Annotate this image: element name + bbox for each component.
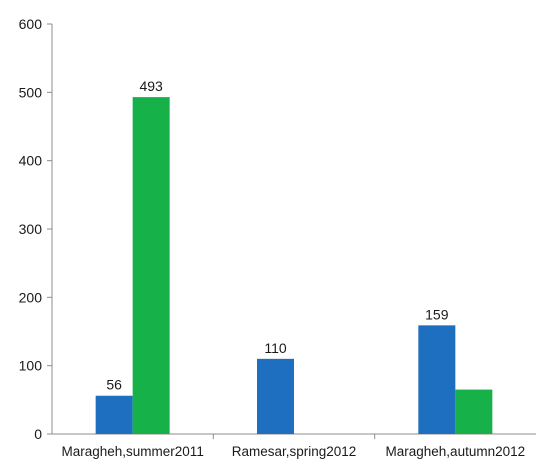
bar xyxy=(132,97,170,434)
x-category-label: Maragheh,autumn2012 xyxy=(386,444,526,459)
bars xyxy=(95,97,493,434)
y-tick-label: 100 xyxy=(19,358,43,374)
data-label: 56 xyxy=(106,377,122,393)
bar xyxy=(418,325,456,434)
data-label: 159 xyxy=(425,306,449,322)
y-tick-label: 300 xyxy=(19,221,43,237)
y-tick-label: 200 xyxy=(19,289,43,305)
y-tick-label: 400 xyxy=(19,153,43,169)
y-tick-label: 500 xyxy=(19,84,43,100)
bar xyxy=(257,358,294,434)
x-category-label: Ramesar,spring2012 xyxy=(232,444,357,459)
bar xyxy=(455,389,493,434)
bar xyxy=(95,395,133,434)
x-category-label: Maragheh,summer2011 xyxy=(62,444,204,459)
axes: 0 100 200 300 400 500 600 xyxy=(19,16,536,442)
y-tick-label: 600 xyxy=(19,16,43,32)
y-tick-label: 0 xyxy=(34,426,42,442)
data-label: 493 xyxy=(139,78,163,94)
labels: Maragheh,summer2011 Ramesar,spring2012 Mar… xyxy=(62,78,526,459)
data-label: 110 xyxy=(264,340,287,356)
